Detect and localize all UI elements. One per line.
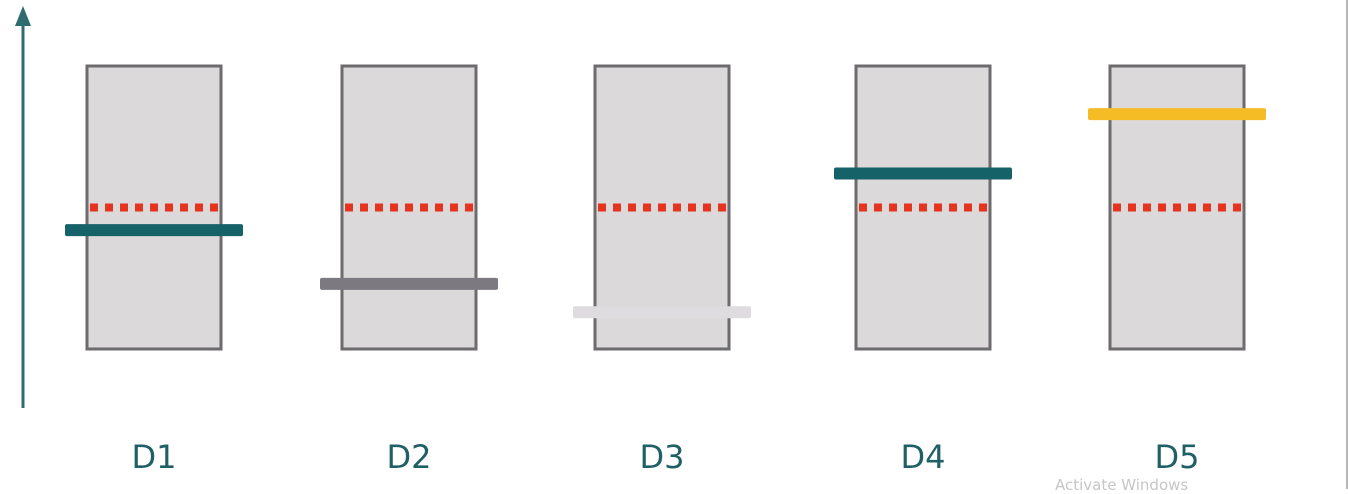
window-edge: [1346, 0, 1348, 489]
column-label: D5: [1155, 438, 1200, 476]
activate-windows-watermark: Activate Windows: [1055, 476, 1189, 494]
level-bar: [1088, 108, 1266, 121]
column-d2: D2: [320, 64, 498, 476]
column-d1: D1: [65, 64, 243, 476]
column-label: D1: [132, 438, 177, 476]
column-d4: D4: [834, 64, 1012, 476]
axis-arrowhead-icon: [15, 6, 31, 26]
column-label: D2: [387, 438, 432, 476]
column-d3: D3: [573, 64, 751, 476]
level-bar: [834, 167, 1012, 180]
level-bar: [320, 277, 498, 290]
column-label: D3: [640, 438, 685, 476]
column-d5: D5: [1088, 64, 1266, 476]
level-bar: [573, 306, 751, 319]
column-label: D4: [901, 438, 946, 476]
level-bar: [65, 224, 243, 237]
